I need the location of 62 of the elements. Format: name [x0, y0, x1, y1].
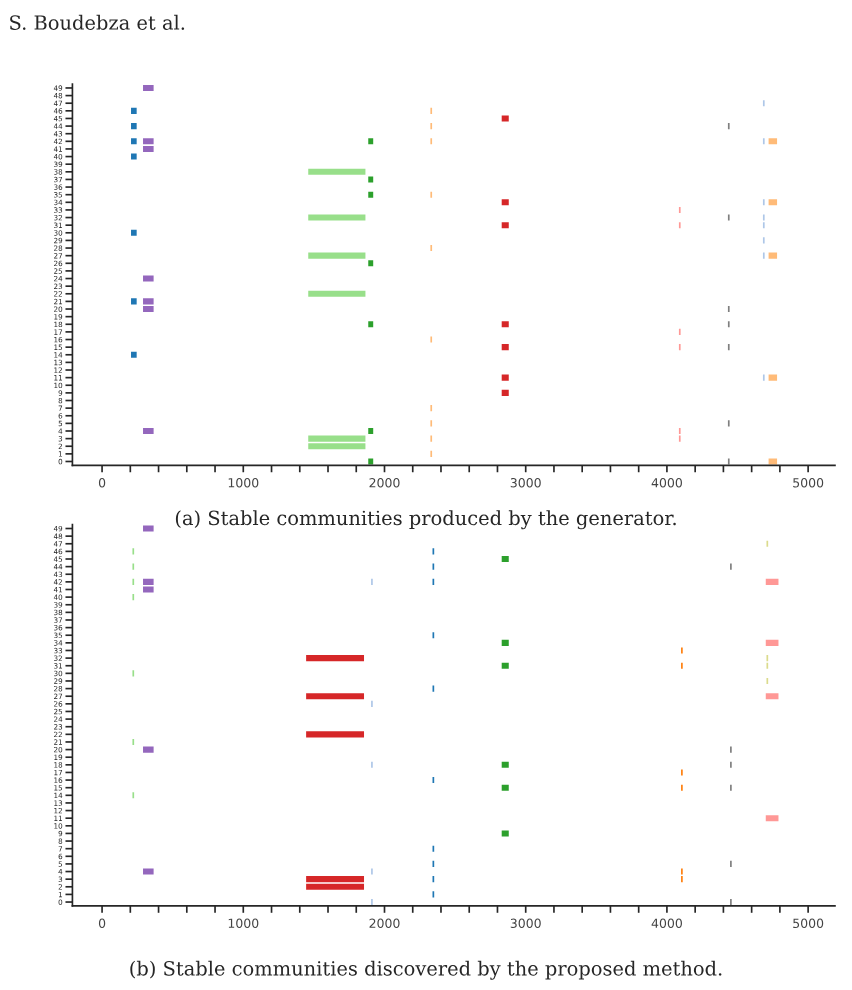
bar	[501, 321, 509, 328]
bar	[501, 555, 509, 563]
bar	[131, 123, 137, 130]
bar	[368, 321, 374, 328]
bar	[308, 252, 366, 259]
bar	[143, 305, 154, 313]
bar	[501, 374, 509, 381]
bar	[768, 138, 778, 145]
text: S. Boudebza et al.	[10, 14, 185, 30]
text: (b) Stable communities discovered by the proposed method.	[130, 960, 722, 980]
bar	[501, 222, 509, 229]
bar	[501, 662, 509, 669]
bar	[131, 107, 137, 114]
bar	[143, 275, 154, 282]
annotation: (a) Stable communities produced by the generator.	[175, 510, 676, 530]
bar	[501, 761, 509, 768]
bar	[368, 176, 374, 183]
bar	[308, 435, 366, 442]
bar	[306, 876, 365, 883]
bar	[143, 578, 154, 585]
bar	[768, 374, 778, 381]
bar	[368, 458, 374, 465]
bar	[368, 191, 374, 198]
bar	[501, 639, 509, 646]
bar	[143, 525, 154, 532]
bar	[131, 229, 137, 236]
bar	[308, 214, 366, 221]
bar	[308, 290, 366, 297]
bar	[143, 427, 154, 435]
bar	[501, 784, 509, 791]
bar	[768, 458, 778, 465]
bar	[308, 168, 366, 175]
bar	[501, 199, 509, 206]
bar	[143, 868, 154, 875]
bar	[368, 260, 374, 267]
bar	[131, 138, 137, 145]
bar	[306, 883, 365, 890]
bar	[501, 830, 509, 837]
bar	[143, 586, 154, 593]
bar	[143, 138, 154, 145]
bar	[306, 693, 365, 700]
bar	[501, 344, 509, 351]
bar	[501, 115, 509, 122]
bar	[306, 731, 365, 738]
bar	[131, 153, 137, 160]
bar	[501, 389, 509, 396]
bar	[765, 693, 779, 700]
bar	[768, 252, 778, 259]
bar	[368, 427, 374, 435]
bar	[143, 298, 154, 305]
bar	[368, 138, 374, 145]
bar	[765, 578, 779, 585]
bar	[306, 655, 365, 662]
bar	[143, 145, 154, 152]
bar	[765, 815, 779, 822]
bar	[765, 639, 779, 646]
bar	[131, 298, 137, 305]
bar	[143, 746, 154, 753]
bar	[768, 199, 778, 206]
bar	[143, 84, 154, 92]
bar	[131, 351, 137, 358]
bar	[308, 443, 366, 450]
